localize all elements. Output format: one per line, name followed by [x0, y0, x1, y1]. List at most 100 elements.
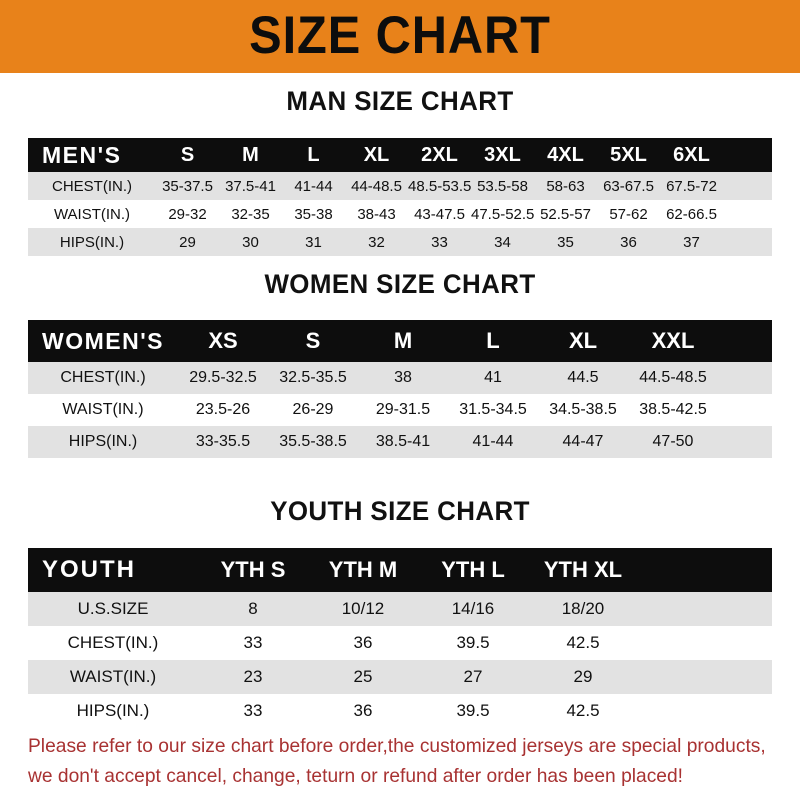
youth-size-column-header: YTH XL	[543, 557, 623, 582]
man-size-column-header: 4XL	[547, 143, 584, 166]
women-size-column-header: L	[486, 328, 500, 353]
youth-measure-value: 27	[463, 667, 483, 686]
youth-row-spacer	[638, 660, 772, 694]
man-measure-label: CHEST(IN.)	[52, 177, 132, 195]
youth-row-spacer	[638, 626, 772, 660]
youth-measure-value: 8	[248, 599, 258, 618]
youth-measure-value: 36	[353, 633, 373, 652]
man-size-column-header: L	[307, 143, 320, 166]
order-policy-note-line-1: Please refer to our size chart before or…	[28, 735, 766, 757]
youth-measure-value: 18/20	[561, 599, 605, 618]
man-measure-value: 63-67.5	[603, 177, 654, 195]
man-measure-label: HIPS(IN.)	[59, 233, 125, 251]
table-row: CHEST(IN.) 33 36 39.5 42.5	[28, 626, 772, 660]
youth-measure-value: 39.5	[456, 633, 490, 652]
youth-measure-value: 23	[243, 667, 263, 686]
youth-measure-value: 36	[353, 701, 373, 720]
man-row-spacer	[723, 200, 772, 228]
man-size-column-header: M	[242, 143, 259, 166]
man-measure-value: 35	[557, 233, 574, 251]
table-row: CHEST(IN.) 35-37.5 37.5-41 41-44 44-48.5 48.5…	[28, 172, 772, 200]
man-size-column-header: XL	[363, 143, 390, 166]
man-measure-value: 53.5-58	[477, 177, 528, 195]
women-size-table-body: WOMEN'S XS S M L XL XXL CHEST(IN.) 29.5-32.5 32.5…	[28, 320, 772, 458]
women-measure-value: 34.5-38.5	[549, 401, 617, 418]
youth-size-column-header: YTH M	[328, 557, 398, 582]
man-measure-value: 48.5-53.5	[408, 177, 472, 195]
women-measure-value: 32.5-35.5	[279, 369, 347, 386]
table-row: U.S.SIZE 8 10/12 14/16 18/20	[28, 592, 772, 626]
youth-measure-label: WAIST(IN.)	[69, 667, 157, 686]
man-header-spacer	[723, 138, 772, 172]
youth-header-spacer	[638, 548, 772, 592]
man-measure-value: 34	[494, 233, 511, 251]
man-measure-value: 31	[305, 233, 322, 251]
youth-section-title: YOUTH SIZE CHART	[270, 496, 530, 526]
man-measure-value: 38-43	[357, 205, 396, 223]
women-measure-label: CHEST(IN.)	[60, 369, 146, 386]
youth-row-spacer	[638, 592, 772, 626]
order-policy-note: Please refer to our size chart before or…	[28, 731, 766, 791]
youth-measure-value: 42.5	[566, 633, 600, 652]
youth-measure-value: 33	[243, 701, 263, 720]
youth-table-header-label: YOUTH	[42, 556, 136, 583]
man-size-column-header: 6XL	[673, 143, 710, 166]
women-size-column-header: XL	[568, 328, 598, 353]
youth-measure-label: U.S.SIZE	[77, 599, 149, 618]
women-header-spacer	[718, 320, 772, 362]
man-measure-value: 67.5-72	[666, 177, 717, 195]
table-row: WAIST(IN.) 23.5-26 26-29 29-31.5 31.5-34.5 34…	[28, 394, 772, 426]
order-policy-note-line-2: we don't accept cancel, change, teturn o…	[28, 765, 684, 787]
man-measure-value: 35-37.5	[162, 177, 213, 195]
man-measure-value: 32	[368, 233, 385, 251]
youth-measure-value: 10/12	[341, 599, 385, 618]
women-measure-value: 38.5-42.5	[639, 401, 707, 418]
youth-row-spacer	[638, 694, 772, 728]
youth-measure-label: HIPS(IN.)	[76, 701, 150, 720]
women-size-column-header: S	[305, 328, 321, 353]
table-row: WAIST(IN.) 23 25 27 29	[28, 660, 772, 694]
women-measure-value: 29.5-32.5	[189, 369, 257, 386]
youth-measure-value: 25	[353, 667, 373, 686]
table-row: HIPS(IN.) 33 36 39.5 42.5	[28, 694, 772, 728]
women-measure-value: 23.5-26	[195, 401, 251, 418]
women-size-column-header: XS	[208, 328, 238, 353]
women-measure-value: 44.5	[567, 369, 599, 386]
table-row: HIPS(IN.) 33-35.5 35.5-38.5 38.5-41 41-44 44-…	[28, 426, 772, 458]
man-table-header-label: MEN'S	[42, 141, 122, 168]
youth-measure-value: 42.5	[566, 701, 600, 720]
youth-measure-value: 33	[243, 633, 263, 652]
women-row-spacer	[718, 362, 772, 394]
women-measure-label: WAIST(IN.)	[62, 401, 144, 418]
man-measure-value: 57-62	[609, 205, 648, 223]
man-measure-value: 52.5-57	[540, 205, 591, 223]
women-size-table: WOMEN'S XS S M L XL XXL CHEST(IN.) 29.5-32.5 32.5…	[28, 320, 772, 458]
women-row-spacer	[718, 394, 772, 426]
man-size-column-header: 5XL	[610, 143, 647, 166]
women-measure-value: 33-35.5	[195, 433, 251, 450]
youth-measure-value: 39.5	[456, 701, 490, 720]
man-measure-value: 43-47.5	[414, 205, 465, 223]
women-measure-value: 41-44	[472, 433, 514, 450]
youth-size-table-body: YOUTH YTH S YTH M YTH L YTH XL U.S.SIZE 8 10/12…	[28, 548, 772, 728]
man-size-column-header: S	[180, 143, 195, 166]
women-measure-value: 38.5-41	[375, 433, 431, 450]
women-measure-value: 41	[484, 369, 502, 386]
man-measure-value: 41-44	[294, 177, 333, 195]
women-measure-value: 38	[394, 369, 412, 386]
man-measure-value: 32-35	[231, 205, 270, 223]
man-row-spacer	[723, 228, 772, 256]
man-size-column-header: 2XL	[421, 143, 458, 166]
table-row: CHEST(IN.) 29.5-32.5 32.5-35.5 38 41 44.5 44.5…	[28, 362, 772, 394]
table-row: WAIST(IN.) 29-32 32-35 35-38 38-43 43-47.5 47.…	[28, 200, 772, 228]
man-measure-value: 58-63	[546, 177, 585, 195]
women-table-header-label: WOMEN'S	[42, 327, 165, 354]
man-measure-value: 30	[242, 233, 259, 251]
women-measure-value: 35.5-38.5	[279, 433, 347, 450]
women-row-spacer	[718, 426, 772, 458]
size-chart-banner: SIZE CHART	[0, 0, 800, 73]
man-measure-value: 37	[683, 233, 700, 251]
man-measure-value: 37.5-41	[225, 177, 276, 195]
man-size-table-body: MEN'S S M L XL 2XL 3XL 4XL 5XL 6XL CHEST(IN.) 35-37…	[28, 138, 772, 256]
banner-title: SIZE CHART	[249, 6, 551, 65]
